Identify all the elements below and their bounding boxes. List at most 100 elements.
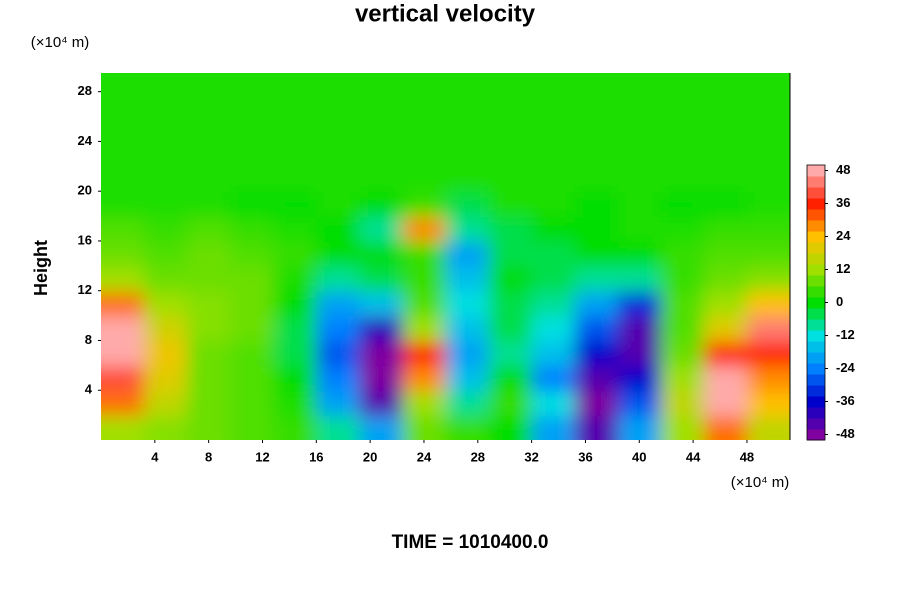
colorbar-tick-label: -24 bbox=[836, 360, 856, 375]
x-tick-label: 12 bbox=[255, 449, 269, 464]
contour-cell bbox=[746, 116, 790, 143]
contour-cell bbox=[230, 73, 275, 93]
contour-cell bbox=[144, 265, 189, 292]
colorbar-swatch bbox=[807, 275, 825, 287]
contour-cell bbox=[187, 290, 232, 317]
colorbar-swatch bbox=[807, 396, 825, 408]
contour-cell bbox=[230, 290, 275, 317]
contour-cell bbox=[144, 290, 189, 317]
contour-cell bbox=[703, 315, 748, 342]
contour-cell bbox=[574, 116, 619, 143]
contour-cell bbox=[230, 216, 275, 242]
contour-cell bbox=[101, 191, 146, 218]
contour-cell bbox=[488, 390, 533, 417]
x-tick-label: 16 bbox=[309, 449, 323, 464]
contour-cell bbox=[316, 265, 361, 292]
contour-cell bbox=[273, 191, 318, 218]
contour-cell bbox=[316, 340, 361, 367]
contour-cell bbox=[488, 191, 533, 218]
contour-cell bbox=[359, 265, 404, 292]
contour-cell bbox=[488, 365, 533, 392]
contour-cell bbox=[402, 315, 447, 342]
contour-cell bbox=[746, 390, 790, 417]
y-unit: (×10⁴ m) bbox=[31, 34, 90, 51]
y-tick-label: 20 bbox=[78, 183, 92, 198]
contour-cell bbox=[703, 290, 748, 317]
contour-cell bbox=[531, 91, 576, 118]
colorbar-swatch bbox=[807, 319, 825, 331]
contour-cell bbox=[574, 141, 619, 168]
contour-cell bbox=[660, 415, 705, 440]
contour-cell bbox=[316, 73, 361, 93]
contour-cell bbox=[273, 365, 318, 392]
contour-cell bbox=[617, 216, 662, 242]
contour-cell bbox=[531, 166, 576, 193]
x-tick-label: 20 bbox=[363, 449, 377, 464]
contour-cell bbox=[617, 315, 662, 342]
contour-cell bbox=[402, 265, 447, 292]
colorbar-swatch bbox=[807, 209, 825, 221]
y-tick-label: 8 bbox=[85, 332, 92, 347]
contour-cell bbox=[531, 116, 576, 143]
contour-cell bbox=[574, 290, 619, 317]
colorbar-tick-label: 48 bbox=[836, 162, 850, 177]
contour-cell bbox=[187, 340, 232, 367]
contour-cell bbox=[488, 141, 533, 168]
contour-cell bbox=[445, 73, 490, 93]
colorbar-swatch bbox=[807, 418, 825, 430]
contour-cell bbox=[316, 166, 361, 193]
contour-cell bbox=[574, 415, 619, 440]
x-tick-label: 4 bbox=[151, 449, 159, 464]
contour-cell bbox=[144, 415, 189, 440]
contour-cell bbox=[359, 216, 404, 242]
contour-cell bbox=[316, 116, 361, 143]
contour-cell bbox=[101, 340, 146, 367]
contour-cell bbox=[574, 390, 619, 417]
contour-cell bbox=[746, 216, 790, 242]
contour-cell bbox=[660, 290, 705, 317]
contour-cell bbox=[144, 191, 189, 218]
contour-cell bbox=[359, 315, 404, 342]
contour-cell bbox=[660, 191, 705, 218]
contour-cell bbox=[402, 73, 447, 93]
contour-cell bbox=[101, 365, 146, 392]
contour-cell bbox=[445, 315, 490, 342]
contour-cell bbox=[746, 315, 790, 342]
contour-cell bbox=[746, 415, 790, 440]
contour-cell bbox=[531, 240, 576, 267]
contour-cell bbox=[488, 415, 533, 440]
contour-cell bbox=[316, 365, 361, 392]
contour-cell bbox=[316, 91, 361, 118]
contour-cell bbox=[230, 415, 275, 440]
contour-cell bbox=[746, 265, 790, 292]
contour-cell bbox=[660, 340, 705, 367]
y-tick-label: 28 bbox=[78, 83, 92, 98]
contour-cell bbox=[703, 390, 748, 417]
colorbar-swatch bbox=[807, 363, 825, 375]
y-tick-label: 16 bbox=[78, 232, 92, 247]
contour-cell bbox=[445, 191, 490, 218]
contour-cell bbox=[144, 91, 189, 118]
contour-cell bbox=[703, 265, 748, 292]
contour-cell bbox=[144, 166, 189, 193]
contour-cell bbox=[617, 73, 662, 93]
contour-cell bbox=[531, 290, 576, 317]
contour-cell bbox=[187, 390, 232, 417]
contour-cell bbox=[402, 390, 447, 417]
contour-cell bbox=[187, 415, 232, 440]
contour-cell bbox=[273, 340, 318, 367]
contour-cell bbox=[617, 116, 662, 143]
contour-cell bbox=[402, 91, 447, 118]
contour-cell bbox=[230, 116, 275, 143]
contour-cell bbox=[316, 141, 361, 168]
contour-cell bbox=[703, 415, 748, 440]
contour-cell bbox=[230, 365, 275, 392]
contour-cell bbox=[746, 290, 790, 317]
contour-cell bbox=[531, 315, 576, 342]
contour-cell bbox=[101, 290, 146, 317]
contour-cell bbox=[574, 365, 619, 392]
contour-cell bbox=[230, 166, 275, 193]
contour-cell bbox=[187, 141, 232, 168]
colorbar-swatch bbox=[807, 165, 825, 177]
contour-cell bbox=[101, 116, 146, 143]
